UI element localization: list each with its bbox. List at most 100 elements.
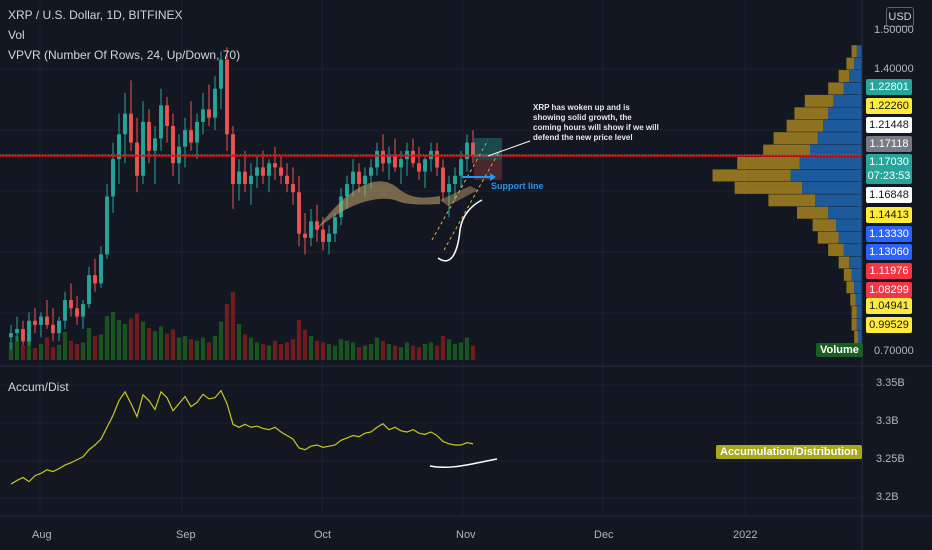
candle-body bbox=[243, 171, 247, 184]
vp-row-down bbox=[794, 107, 829, 120]
volume-bar bbox=[14, 336, 20, 360]
candle-body bbox=[99, 254, 103, 284]
candle-body bbox=[45, 316, 49, 325]
candle-body bbox=[81, 304, 85, 317]
candle-body bbox=[135, 142, 139, 176]
price-label: 0.99529 bbox=[866, 317, 912, 333]
candle-body bbox=[411, 150, 415, 164]
candle-body bbox=[369, 167, 373, 176]
volume-bar bbox=[338, 339, 344, 360]
price-tick: 1.40000 bbox=[874, 63, 914, 75]
note-line: coming hours will show if we will bbox=[533, 123, 659, 132]
volume-bar bbox=[452, 344, 458, 360]
price-label: 1.22260 bbox=[866, 98, 912, 114]
candle-body bbox=[255, 167, 259, 176]
vp-row-up bbox=[817, 132, 862, 145]
volume-bar bbox=[374, 337, 380, 360]
volume-bar bbox=[422, 344, 428, 360]
candle-body bbox=[273, 163, 277, 168]
candle-body bbox=[15, 329, 19, 334]
vp-row-down bbox=[768, 194, 816, 207]
price-label: 1.16848 bbox=[866, 187, 912, 203]
volume-bar bbox=[416, 347, 422, 360]
candle-body bbox=[201, 109, 205, 122]
indicator-legend[interactable]: Accum/Dist bbox=[8, 380, 69, 394]
volume-bar bbox=[296, 320, 302, 360]
candle-body bbox=[171, 126, 175, 164]
indicator-tick: 3.25B bbox=[876, 453, 905, 465]
vp-row-up bbox=[849, 70, 862, 83]
candle-body bbox=[363, 175, 367, 184]
volume-bar bbox=[128, 318, 134, 360]
indicator-tick: 3.35B bbox=[876, 377, 905, 389]
vp-row-down bbox=[851, 306, 857, 319]
countdown-label: 07:23:53 bbox=[866, 168, 912, 184]
volume-bar bbox=[122, 324, 128, 360]
candlestick-series[interactable] bbox=[9, 47, 475, 350]
candle-body bbox=[435, 150, 439, 168]
candle-body bbox=[321, 229, 325, 242]
note-line: defend the new price level bbox=[533, 133, 633, 142]
candle-body bbox=[57, 320, 61, 334]
vp-row-up bbox=[856, 318, 862, 331]
symbol-legend[interactable]: XRP / U.S. Dollar, 1D, BITFINEX bbox=[8, 8, 183, 22]
volume-bar bbox=[80, 342, 86, 360]
note-line: XRP has woken up and is bbox=[533, 103, 630, 112]
vp-row-down bbox=[804, 94, 834, 107]
volume-bar bbox=[206, 342, 212, 360]
candle-body bbox=[21, 329, 25, 342]
currency-button[interactable]: USD bbox=[886, 7, 914, 27]
vpvr-legend[interactable]: VPVR (Number Of Rows, 24, Up/Down, 70) bbox=[8, 48, 241, 62]
vp-row-up bbox=[849, 256, 862, 269]
accum-dist-series bbox=[10, 389, 474, 485]
volume-bar bbox=[446, 339, 452, 360]
price-label: 1.13330 bbox=[866, 226, 912, 242]
candle-body bbox=[183, 130, 187, 147]
volume-bar bbox=[8, 342, 14, 360]
price-label: 1.08299 bbox=[866, 282, 912, 298]
swoosh-curve bbox=[437, 199, 483, 262]
indicator-tick: 3.3B bbox=[876, 415, 899, 427]
volume-bar bbox=[194, 340, 200, 360]
volume-bar bbox=[344, 340, 350, 360]
price-tick-top: 1.50000 bbox=[874, 24, 914, 36]
note-arrow bbox=[487, 140, 531, 157]
candle-body bbox=[345, 184, 349, 197]
vp-row-up bbox=[858, 331, 862, 344]
volume-bar bbox=[314, 340, 320, 360]
volume-bar bbox=[290, 339, 296, 360]
volume-bar bbox=[380, 340, 386, 360]
vp-row-up bbox=[790, 169, 862, 182]
vp-row-up bbox=[856, 45, 862, 58]
time-tick: Sep bbox=[176, 529, 196, 541]
volume-bar bbox=[278, 344, 284, 360]
candle-body bbox=[123, 113, 127, 135]
volume-bar bbox=[398, 347, 404, 360]
vp-row-up bbox=[836, 219, 862, 232]
candle-body bbox=[39, 316, 43, 325]
vp-row-up bbox=[856, 306, 862, 319]
vp-row-down bbox=[854, 331, 859, 344]
candle-body bbox=[189, 130, 193, 143]
volume-bar bbox=[410, 345, 416, 360]
price-label: 1.17118 bbox=[866, 136, 912, 152]
volume-bar bbox=[182, 336, 188, 360]
candle-body bbox=[261, 167, 265, 176]
vp-row-down bbox=[812, 219, 836, 232]
volume-bar bbox=[350, 342, 356, 360]
vp-row-up bbox=[828, 206, 862, 219]
indicator-tick: 3.2B bbox=[876, 491, 899, 503]
vp-row-up bbox=[854, 281, 862, 294]
volume-legend[interactable]: Vol bbox=[8, 28, 25, 42]
candle-body bbox=[153, 138, 157, 151]
volume-bar bbox=[260, 344, 266, 360]
volume-bar bbox=[254, 342, 260, 360]
volume-bar bbox=[464, 337, 470, 360]
candle-body bbox=[471, 142, 475, 155]
candle-body bbox=[231, 134, 235, 184]
candle-body bbox=[141, 121, 145, 176]
volume-bar bbox=[212, 336, 218, 360]
volume-bars bbox=[8, 292, 476, 360]
candle-body bbox=[441, 167, 445, 193]
